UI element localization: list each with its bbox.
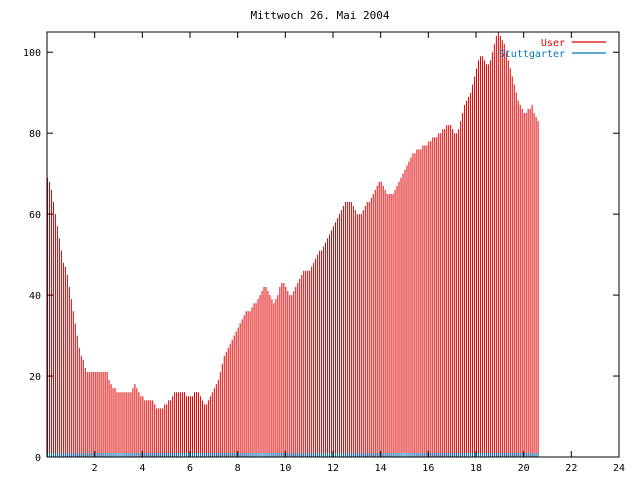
x-tick-label: 14 bbox=[375, 463, 387, 474]
legend: User Stuttgarter bbox=[499, 38, 606, 60]
x-tick-label: 18 bbox=[470, 463, 482, 474]
x-tick-label: 2 bbox=[92, 463, 98, 474]
user-series bbox=[47, 32, 539, 457]
x-tick-label: 12 bbox=[327, 463, 339, 474]
x-tick-label: 16 bbox=[422, 463, 434, 474]
y-tick-label: 0 bbox=[35, 453, 41, 464]
y-tick-label: 40 bbox=[29, 291, 41, 302]
x-tick-label: 4 bbox=[139, 463, 145, 474]
legend-user-label: User bbox=[541, 38, 565, 49]
x-tick-label: 6 bbox=[187, 463, 193, 474]
legend-stuttgarter-label: Stuttgarter bbox=[499, 49, 565, 60]
x-tick-label: 20 bbox=[518, 463, 530, 474]
x-tick-label: 8 bbox=[235, 463, 241, 474]
y-tick-label: 100 bbox=[23, 48, 41, 59]
y-tick-label: 20 bbox=[29, 372, 41, 383]
x-tick-label: 10 bbox=[279, 463, 291, 474]
x-tick-label: 22 bbox=[565, 463, 577, 474]
chart-title: Mittwoch 26. Mai 2004 bbox=[250, 9, 389, 22]
stuttgarter-series bbox=[47, 452, 539, 457]
y-tick-label: 80 bbox=[29, 129, 41, 140]
y-tick-label: 60 bbox=[29, 210, 41, 221]
x-tick-label: 24 bbox=[613, 463, 625, 474]
